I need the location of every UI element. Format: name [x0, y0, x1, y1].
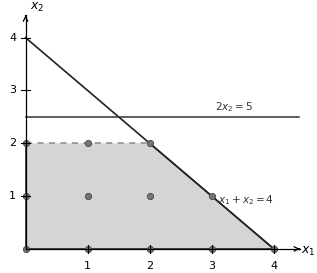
Text: $x_2$: $x_2$ [30, 1, 45, 14]
Text: 2: 2 [9, 138, 16, 148]
Text: $x_1$: $x_1$ [301, 245, 316, 258]
Text: 1: 1 [9, 191, 16, 201]
Text: 2: 2 [146, 260, 153, 271]
Text: $x_1 + x_2 = 4$: $x_1 + x_2 = 4$ [218, 193, 274, 207]
Text: $2x_2 = 5$: $2x_2 = 5$ [215, 100, 253, 114]
Text: 3: 3 [208, 260, 215, 271]
Text: 1: 1 [84, 260, 91, 271]
Text: 3: 3 [9, 85, 16, 96]
Polygon shape [26, 143, 274, 249]
Text: 4: 4 [9, 33, 16, 43]
Text: 4: 4 [270, 260, 277, 271]
